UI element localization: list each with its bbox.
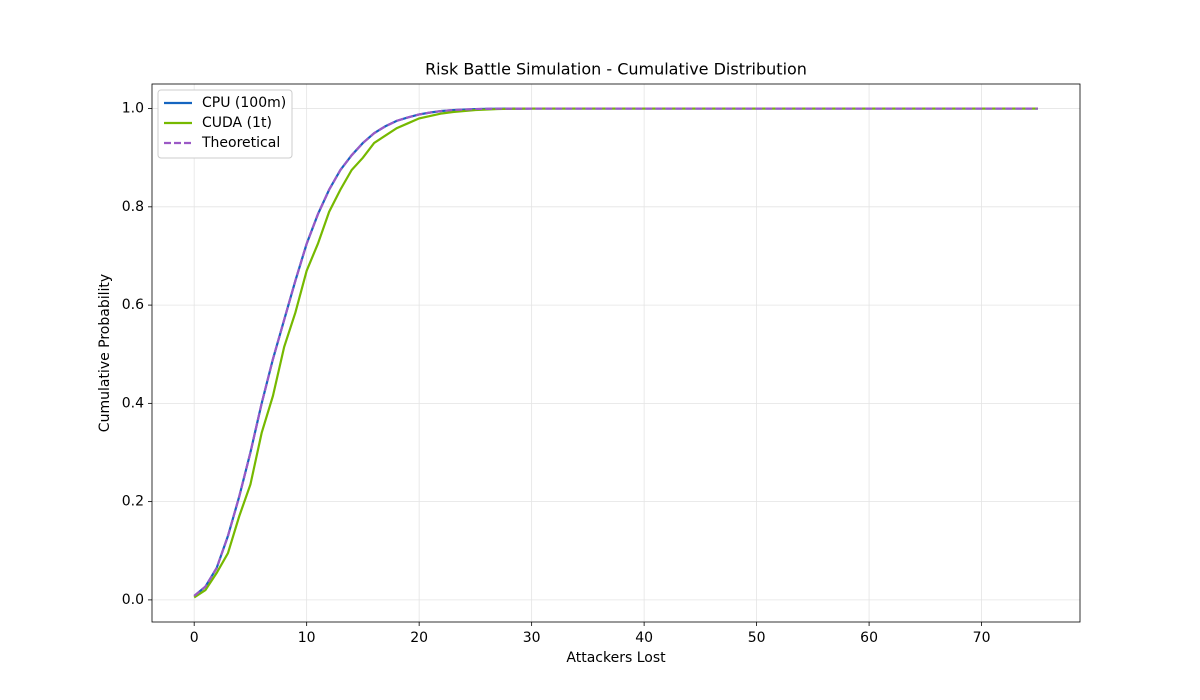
y-tick-label: 0.4: [122, 395, 144, 411]
x-tick-label: 20: [410, 630, 428, 646]
chart-title: Risk Battle Simulation - Cumulative Dist…: [425, 60, 807, 79]
legend-box: [157, 89, 293, 159]
y-tick-label: 0.8: [122, 199, 144, 215]
legend-label: CPU (100m): [202, 95, 286, 111]
data-line: [193, 107, 1038, 597]
x-tick-label: 40: [635, 630, 653, 646]
legend-label: Theoretical: [201, 135, 280, 151]
legend-label: CUDA (1t): [202, 115, 272, 131]
x-tick-label: 70: [973, 630, 991, 646]
x-tick-label: 60: [860, 630, 878, 646]
data-line: [193, 107, 1038, 597]
y-tick-label: 0.2: [122, 494, 144, 510]
x-tick-label: 30: [523, 630, 541, 646]
y-tick-label: 1.0: [122, 101, 144, 117]
x-tick-label: 10: [298, 630, 316, 646]
x-tick-label: 0: [190, 630, 199, 646]
x-tick-label: 50: [748, 630, 766, 646]
y-tick-label: 0.0: [122, 592, 144, 608]
y-tick-label: 0.6: [122, 297, 144, 313]
y-axis-label: Cumulative Probability: [97, 274, 113, 432]
data-line: [193, 107, 1038, 599]
x-axis-label: Attackers Lost: [566, 650, 666, 666]
plot-frame: [151, 83, 1081, 623]
